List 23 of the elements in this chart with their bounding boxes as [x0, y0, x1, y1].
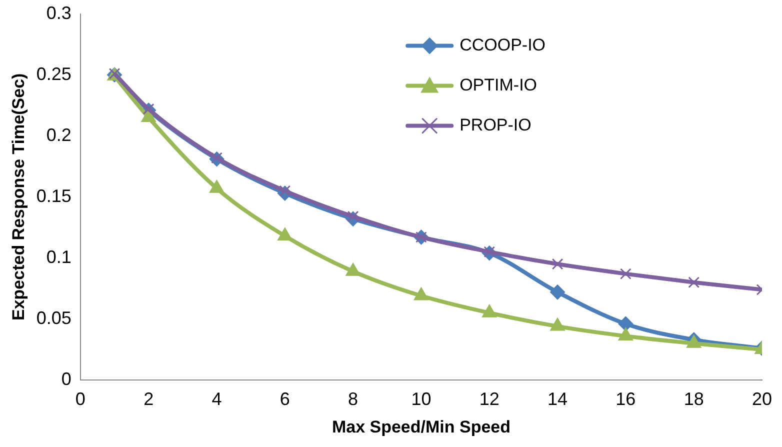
x-tick-label: 18 [684, 388, 704, 409]
x-tick-label: 16 [616, 388, 636, 409]
y-tick-label: 0 [61, 368, 72, 389]
y-tick-label: 0.2 [46, 124, 72, 145]
x-tick-label: 2 [144, 388, 154, 409]
legend-label: CCOOP-IO [460, 35, 546, 54]
x-tick-label: 12 [479, 388, 500, 409]
x-tick-label: 6 [280, 388, 290, 409]
x-tick-label: 14 [548, 388, 568, 409]
y-tick-label: 0.15 [36, 186, 72, 206]
legend-label: PROP-IO [460, 115, 532, 134]
legend-label: OPTIM-IO [460, 75, 538, 94]
y-axis-title: Expected Response Time(Sec) [8, 73, 28, 321]
y-tick-label: 0.25 [36, 64, 72, 84]
x-tick-label: 4 [212, 388, 222, 409]
x-tick-label: 10 [411, 388, 432, 409]
y-tick-label: 0.3 [46, 2, 72, 23]
x-tick-label: 20 [752, 388, 772, 409]
x-axis-title: Max Speed/Min Speed [332, 417, 510, 436]
y-tick-label: 0.1 [46, 246, 72, 267]
x-tick-label: 0 [75, 388, 86, 409]
x-tick-label: 8 [348, 388, 358, 409]
y-tick-label: 0.05 [36, 308, 72, 328]
